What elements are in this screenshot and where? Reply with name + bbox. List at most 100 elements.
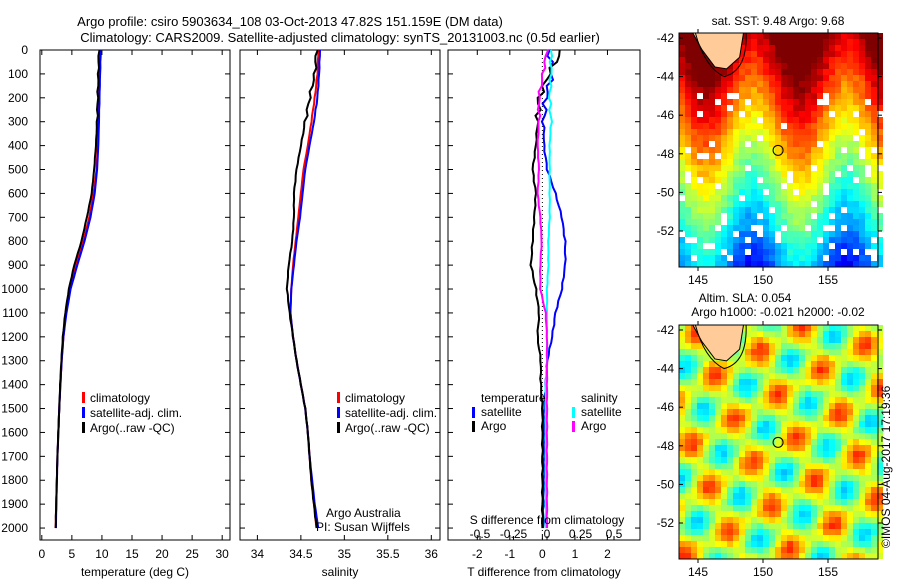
map-cell [733,243,739,249]
map-cell [799,93,805,99]
map-cell [685,415,691,421]
map-cell [877,523,883,529]
map-cell [691,45,697,51]
map-cell [709,87,715,93]
map-cell [751,445,757,451]
map-cell [751,475,757,481]
map-cell [817,505,823,511]
map-cell [781,147,787,153]
map-cell [739,427,745,433]
map-cell [757,123,763,129]
map-cell [697,553,703,559]
map-cell [679,123,685,129]
map-cell [841,93,847,99]
map-cell [835,111,841,117]
map-cell [847,487,853,493]
map-cell [697,105,703,111]
map-cell [829,141,835,147]
map-cell [811,475,817,481]
map-cell [679,171,685,177]
map-cell [823,379,829,385]
map-cell [829,219,835,225]
map-cell [751,325,757,331]
map-cell [739,403,745,409]
map-cell [739,165,745,171]
legend-salinity-title: salinity [581,391,618,405]
map-cell [853,535,859,541]
map-cell [733,261,739,267]
map-cell [841,409,847,415]
x-tick-label: 2 [604,547,611,561]
map-cell [817,349,823,355]
map-cell [799,511,805,517]
map-cell [763,517,769,523]
map-cell [703,195,709,201]
map-cell [781,117,787,123]
map-cell [709,81,715,87]
map-cell [703,231,709,237]
map-cell [703,361,709,367]
map-cell [853,553,859,559]
map-cell [877,105,883,111]
map-cell [871,183,877,189]
map-cell [805,165,811,171]
map-cell [775,57,781,63]
map-cell [709,451,715,457]
map-cell [721,165,727,171]
map-cell [865,325,871,331]
map-cell [769,39,775,45]
map-cell [763,487,769,493]
map-cell [823,135,829,141]
map-cell [817,171,823,177]
lon-tick-label: 155 [818,565,838,579]
map-cell [763,481,769,487]
map-cell [757,171,763,177]
map-cell [685,87,691,93]
map-cell [697,385,703,391]
map-cell [871,207,877,213]
map-cell [859,195,865,201]
map-cell [781,367,787,373]
map-cell [859,541,865,547]
map-cell [715,553,721,559]
map-cell [745,261,751,267]
map-cell [739,457,745,463]
map-cell [787,105,793,111]
map-cell [799,493,805,499]
map-cell [859,499,865,505]
map-cell [733,201,739,207]
map-cell [871,123,877,129]
map-cell [757,433,763,439]
map-cell [871,171,877,177]
map-cell [841,117,847,123]
map-cell [787,51,793,57]
map-cell [769,409,775,415]
map-cell [733,517,739,523]
map-cell [739,553,745,559]
map-cell [781,451,787,457]
map-cell [853,397,859,403]
map-cell [799,487,805,493]
map-cell [859,409,865,415]
map-cell [871,547,877,553]
map-cell [841,171,847,177]
map-cell [877,439,883,445]
map-cell [835,219,841,225]
map-cell [763,207,769,213]
map-cell [847,93,853,99]
map-cell [793,39,799,45]
map-cell [793,81,799,87]
map-cell [859,547,865,553]
map-cell [763,439,769,445]
map-cell [691,135,697,141]
map-cell [829,51,835,57]
map-cell [751,553,757,559]
map-cell [829,201,835,207]
map-cell [877,349,883,355]
map-cell [685,243,691,249]
map-cell [877,463,883,469]
map-cell [799,469,805,475]
map-cell [721,391,727,397]
map-cell [811,529,817,535]
map-cell [757,159,763,165]
